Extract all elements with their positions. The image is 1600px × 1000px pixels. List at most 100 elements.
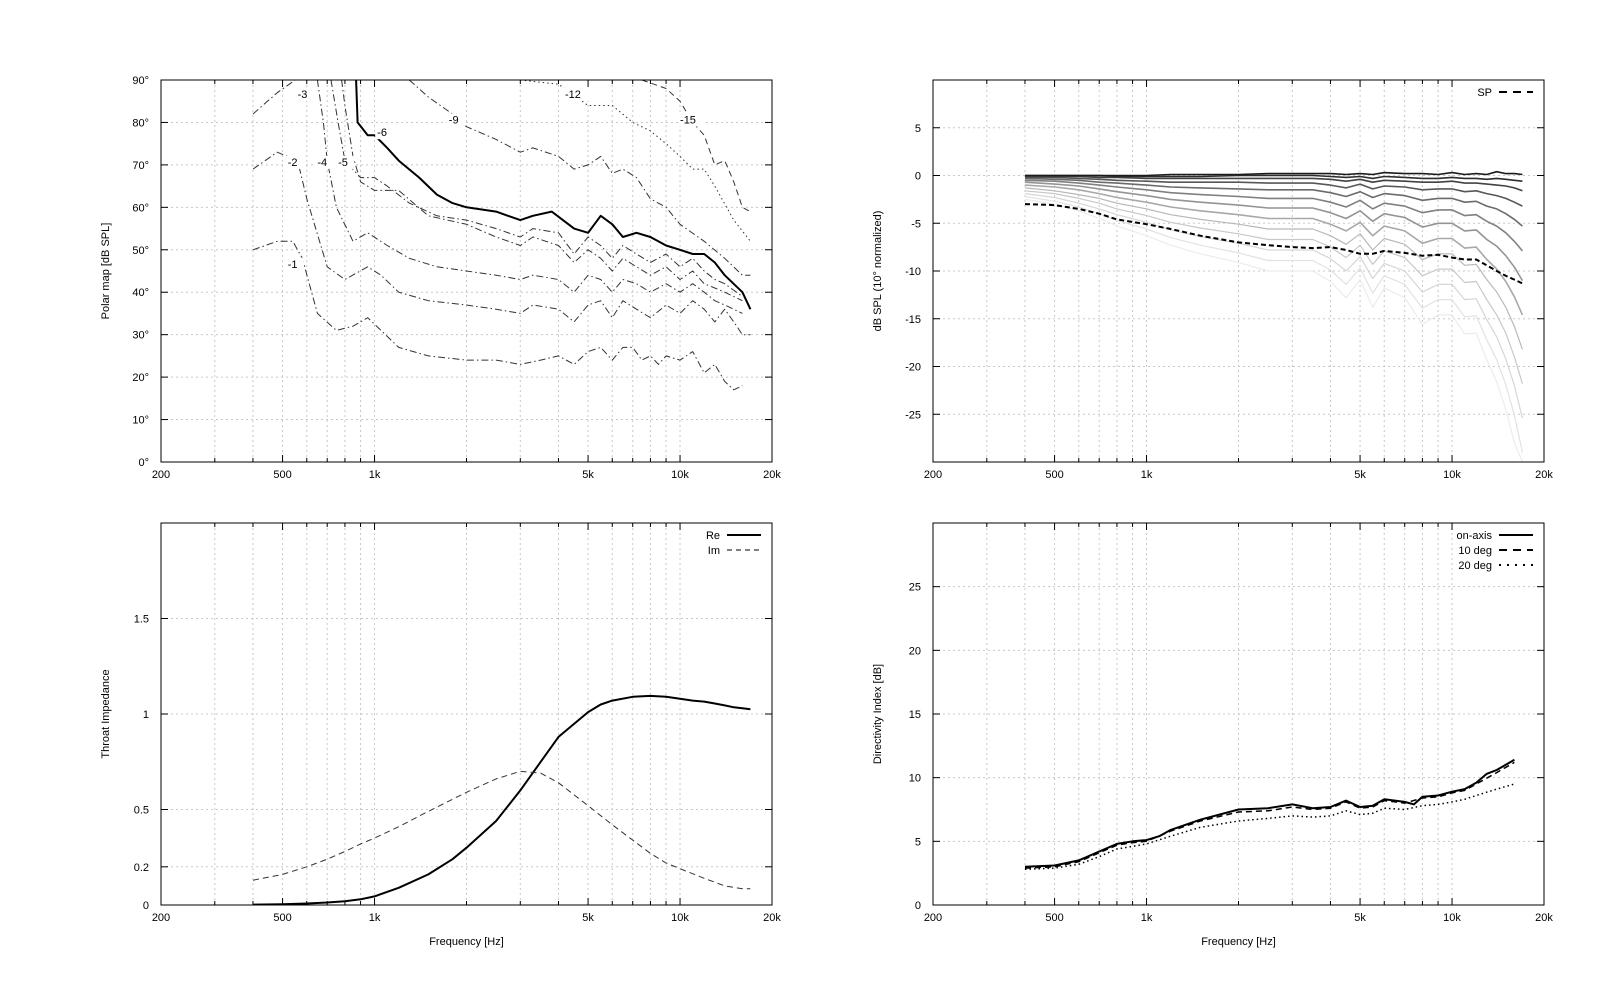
- contour-label-bg: [285, 155, 304, 169]
- y-tick-label: 15: [909, 709, 921, 721]
- sp-curve: [1024, 203, 1523, 285]
- plot-frame: [160, 79, 773, 463]
- contour-line: [330, 80, 743, 297]
- y-tick-label: -25: [905, 409, 921, 421]
- contour-line: [641, 80, 751, 213]
- contour-line: [252, 80, 296, 115]
- contour-label-bg: [678, 113, 705, 127]
- off-axis-curve: [1024, 195, 1523, 453]
- x-tick-label: 500: [1045, 912, 1063, 924]
- contour-label-bg: [375, 126, 394, 140]
- contour-line: [252, 240, 743, 391]
- x-tick-label: 20k: [763, 912, 781, 924]
- contour-line: [355, 80, 752, 310]
- y-tick-label: 0.5: [134, 805, 149, 817]
- x-tick-label: 1k: [1141, 469, 1153, 481]
- y-tick-label: 0.2: [134, 862, 149, 874]
- x-axis: 200 500 1k 5k 10k 20k: [152, 523, 781, 924]
- contour-line: [408, 80, 751, 276]
- legend-label: 20 deg: [1458, 560, 1492, 572]
- x-tick-label: 5k: [1354, 469, 1366, 481]
- x-tick-label: 200: [152, 469, 170, 481]
- y-axis: 0 5 10 15 20 25: [909, 582, 1544, 912]
- y-tick-label: 0: [915, 171, 921, 183]
- x-tick-label: 1k: [369, 912, 381, 924]
- y-tick-label: 10°: [132, 415, 149, 427]
- y-axis: 0 0.2 0.5 1 1.5: [134, 614, 772, 912]
- x-tick-label: 20k: [1535, 469, 1553, 481]
- x-tick-label: 200: [924, 912, 942, 924]
- off-axis-curve: [1024, 177, 1523, 227]
- plot-frame: [932, 79, 1545, 463]
- y-tick-label: 60°: [132, 202, 149, 214]
- y-tick-label: 0: [915, 900, 921, 912]
- y-tick-label: -10: [905, 266, 921, 278]
- plot-area: [252, 694, 751, 905]
- x-axis-label: Frequency [Hz]: [429, 936, 504, 948]
- x-tick-label: 1k: [369, 469, 381, 481]
- y-tick-label: 20°: [132, 372, 149, 384]
- y-tick-label: 50°: [132, 245, 149, 257]
- y-tick-label: 90°: [132, 75, 149, 87]
- plot-area: [1024, 170, 1524, 462]
- contour-label: -4: [317, 157, 327, 169]
- x-tick-label: 200: [152, 912, 170, 924]
- y-tick-label: 5: [915, 836, 921, 848]
- legend: Re Im: [706, 530, 761, 557]
- grid: [933, 523, 1544, 905]
- x-tick-label: 10k: [1443, 912, 1461, 924]
- y-tick-label: 40°: [132, 287, 149, 299]
- x-tick-label: 10k: [671, 469, 689, 481]
- legend: SP: [1477, 87, 1533, 99]
- contour-label-bg: [315, 155, 334, 169]
- x-tick-label: 500: [273, 912, 291, 924]
- contour-label: -9: [449, 114, 459, 126]
- off-axis-curve: [1025, 175, 1523, 192]
- off-axis-curve: [1025, 170, 1523, 177]
- x-tick-label: 10k: [671, 912, 689, 924]
- y-axis: -25 -20 -15 -10 -5 0 5: [905, 123, 1544, 421]
- y-tick-label: 30°: [132, 330, 149, 342]
- contour-label-bg: [562, 87, 589, 101]
- contour-line: [341, 80, 743, 302]
- y-tick-label: 80°: [132, 117, 149, 129]
- plot-frame: [932, 522, 1545, 906]
- y-tick-label: 70°: [132, 160, 149, 172]
- plot-area: [252, 80, 752, 391]
- x-tick-label: 200: [924, 469, 942, 481]
- contour-label: -15: [680, 114, 696, 126]
- off-axis-curve: [1024, 184, 1524, 316]
- y-tick-label: 20: [909, 645, 921, 657]
- y-axis-label: dB SPL (10° normalized): [872, 211, 884, 332]
- contour-label: -6: [377, 127, 387, 139]
- plot-area: [1024, 758, 1515, 871]
- off-axis-curve: [1024, 193, 1523, 419]
- y-axis-label: Throat Impedance: [100, 669, 112, 758]
- x-axis: 200 500 1k 5k 10k 20k: [924, 523, 1553, 924]
- contour-line: [520, 80, 751, 242]
- y-tick-label: 0°: [138, 457, 149, 469]
- y-tick-label: 25: [909, 582, 921, 594]
- x-tick-label: 5k: [1354, 912, 1366, 924]
- off-axis-curve: [1024, 187, 1523, 350]
- legend-label: Re: [706, 530, 720, 542]
- legend-label: 10 deg: [1458, 545, 1492, 557]
- x-tick-label: 1k: [1141, 912, 1153, 924]
- contour-label: -1: [288, 259, 298, 271]
- legend-label: on-axis: [1457, 530, 1493, 542]
- x-tick-label: 5k: [582, 912, 594, 924]
- contour-line: [316, 80, 743, 314]
- contour-label: -3: [298, 89, 308, 101]
- x-tick-label: 10k: [1443, 469, 1461, 481]
- re-curve: [252, 694, 751, 905]
- off-axis-curve: [1024, 190, 1523, 384]
- on-axis-curve: [1024, 758, 1515, 868]
- contour-label-bg: [295, 87, 314, 101]
- x-tick-label: 5k: [582, 469, 594, 481]
- legend-label: Im: [708, 545, 720, 557]
- contour-label: -12: [565, 89, 581, 101]
- x-tick-label: 20k: [1535, 912, 1553, 924]
- contour-label-bg: [336, 155, 355, 169]
- y-tick-label: -20: [905, 362, 921, 374]
